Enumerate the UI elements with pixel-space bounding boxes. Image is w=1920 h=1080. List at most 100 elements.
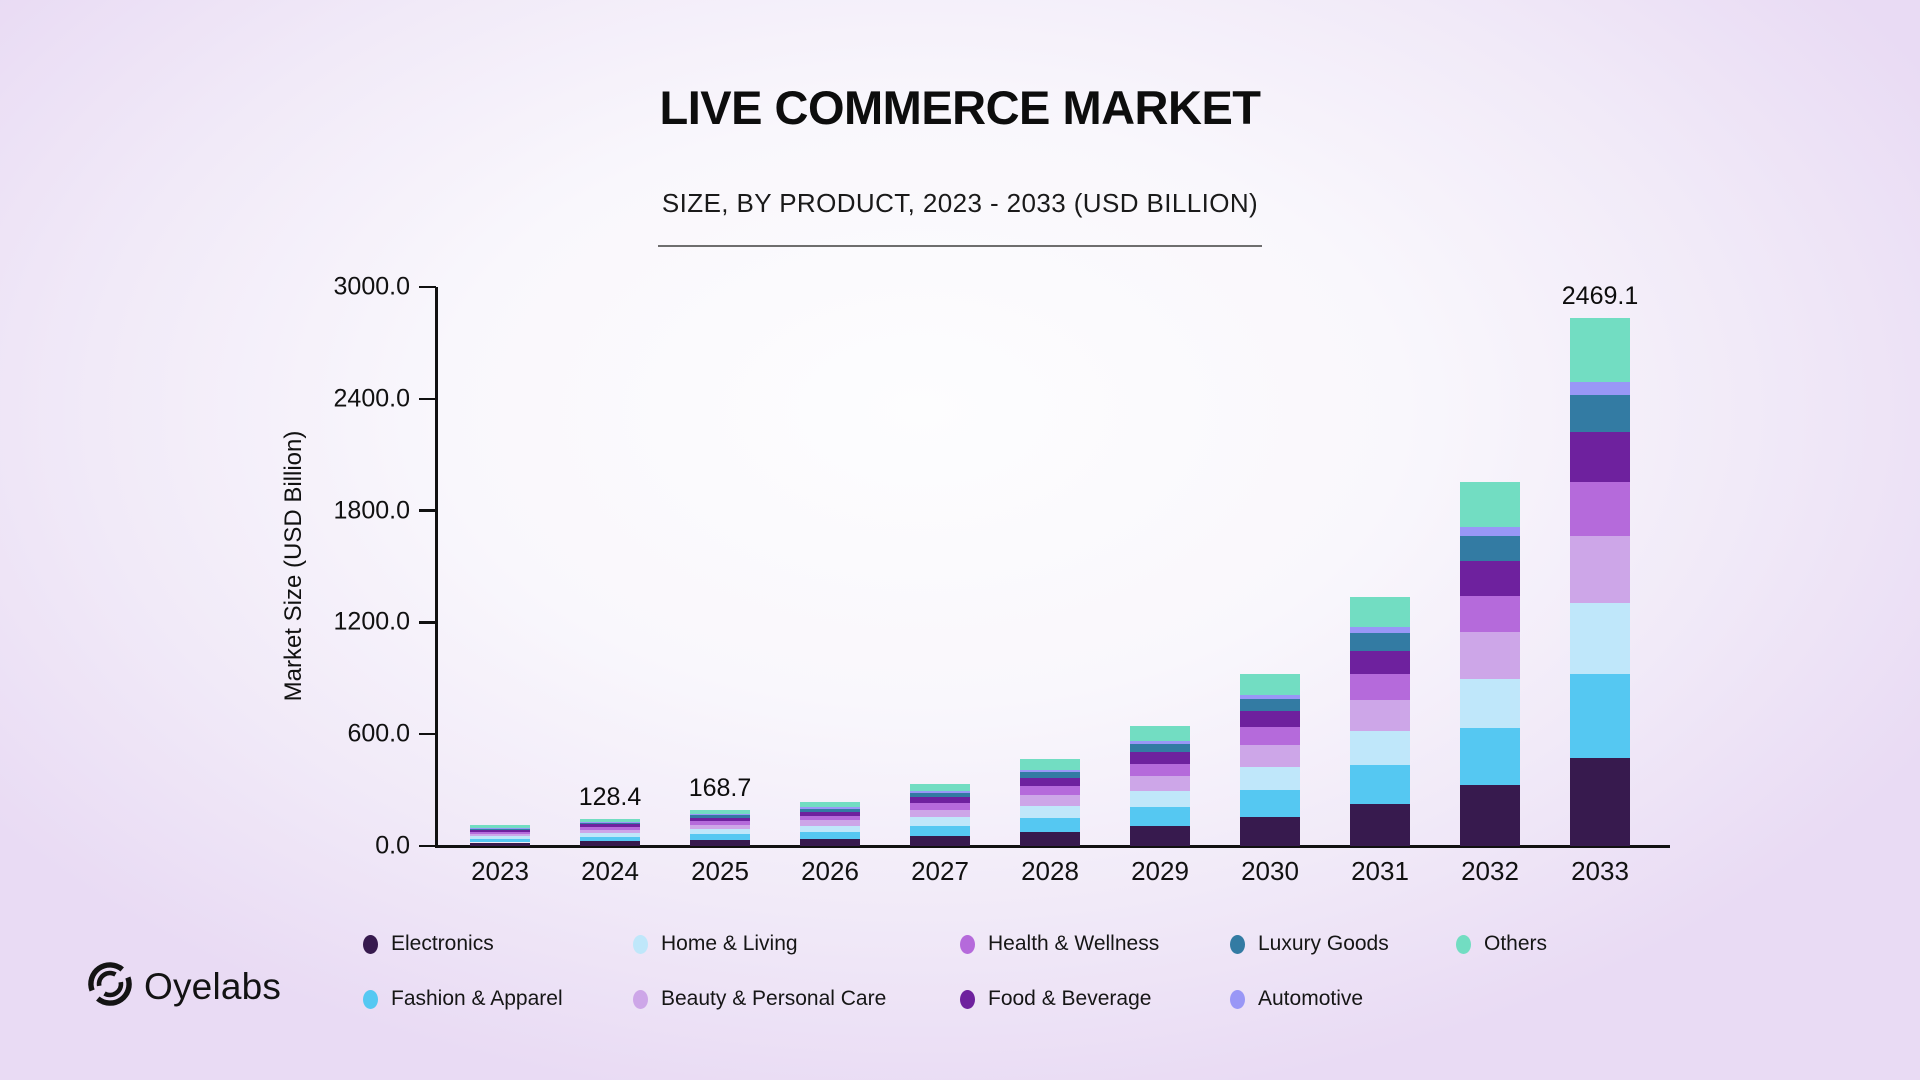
legend-item: Home & Living bbox=[633, 932, 798, 956]
bar-segment-2027 bbox=[910, 803, 970, 810]
legend-item-label: Automotive bbox=[1258, 987, 1364, 1010]
bar-segment-2030 bbox=[1240, 711, 1300, 728]
bar-segment-2028 bbox=[1020, 759, 1080, 770]
bar-segment-2033 bbox=[1570, 674, 1630, 758]
bar-segment-2031 bbox=[1350, 674, 1410, 700]
bar-segment-2032 bbox=[1460, 535, 1520, 562]
bar-segment-2028 bbox=[1020, 795, 1080, 807]
x-axis-label: 2032 bbox=[1461, 856, 1519, 886]
bar-segment-2030 bbox=[1240, 790, 1300, 818]
bar-segment-2027 bbox=[910, 783, 970, 792]
bar-segment-2028 bbox=[1020, 786, 1080, 796]
y-tick-mark bbox=[419, 397, 436, 401]
bar-segment-2025 bbox=[690, 815, 750, 818]
legend-item: Automotive bbox=[1230, 987, 1363, 1011]
y-tick-label: 1200.0 bbox=[333, 607, 410, 636]
bar-segment-2025 bbox=[690, 839, 750, 846]
bar-segment-2031 bbox=[1350, 627, 1410, 634]
bar-segment-2029 bbox=[1130, 775, 1190, 791]
bar-segment-2025 bbox=[690, 829, 750, 835]
bar-segment-2032 bbox=[1460, 526, 1520, 536]
x-axis-label: 2033 bbox=[1571, 856, 1629, 886]
legend-item-label: Health & Wellness bbox=[988, 932, 1160, 955]
page-title: LIVE COMMERCE MARKET bbox=[659, 81, 1262, 134]
x-axis-line bbox=[435, 845, 1670, 848]
bar-segment-2032 bbox=[1460, 632, 1520, 679]
x-axis-label: 2031 bbox=[1351, 856, 1409, 886]
legend-item: Luxury Goods bbox=[1230, 932, 1389, 956]
y-tick-mark bbox=[419, 732, 436, 736]
bar-segment-2025 bbox=[690, 824, 750, 830]
bar-total-label: 2469.1 bbox=[1561, 281, 1639, 310]
bar-segment-2028 bbox=[1020, 806, 1080, 818]
x-axis-label: 2024 bbox=[581, 856, 639, 886]
page-subtitle: SIZE, BY PRODUCT, 2023 - 2033 (USD BILLI… bbox=[661, 188, 1259, 218]
bar-segment-2031 bbox=[1350, 731, 1410, 765]
legend-color-dot bbox=[1230, 934, 1245, 954]
bar-segment-2024 bbox=[580, 841, 640, 846]
bar-segment-2023 bbox=[470, 827, 530, 829]
bar-segment-2029 bbox=[1130, 763, 1190, 776]
y-tick-mark bbox=[419, 285, 436, 289]
bar-segment-2023 bbox=[470, 831, 530, 834]
legend-item: Food & Beverage bbox=[960, 987, 1151, 1011]
bar-segment-2029 bbox=[1130, 752, 1190, 764]
bar-segment-2030 bbox=[1240, 727, 1300, 745]
legend-color-dot bbox=[633, 989, 648, 1009]
bar-segment-2027 bbox=[910, 793, 970, 798]
legend-item: Fashion & Apparel bbox=[363, 987, 563, 1011]
y-tick-label: 1800.0 bbox=[333, 496, 410, 525]
x-axis-label: 2028 bbox=[1021, 856, 1079, 886]
bar-segment-2031 bbox=[1350, 650, 1410, 675]
x-axis-label: 2026 bbox=[801, 856, 859, 886]
bar-segment-2026 bbox=[800, 815, 860, 821]
bar-segment-2026 bbox=[800, 811, 860, 816]
bar-segment-2033 bbox=[1570, 757, 1630, 846]
bar-segment-2027 bbox=[910, 817, 970, 826]
bar-segment-2028 bbox=[1020, 831, 1080, 846]
bar-segment-2030 bbox=[1240, 766, 1300, 790]
legend-item-label: Beauty & Personal Care bbox=[661, 987, 887, 1010]
bar-segment-2030 bbox=[1240, 744, 1300, 767]
bar-segment-2033 bbox=[1570, 382, 1630, 396]
bar-segment-2027 bbox=[910, 835, 970, 846]
legend-item-label: Home & Living bbox=[661, 932, 798, 955]
bar-segment-2024 bbox=[580, 827, 640, 830]
legend-color-dot bbox=[363, 989, 378, 1009]
legend-item: Beauty & Personal Care bbox=[633, 987, 886, 1011]
bar-segment-2033 bbox=[1570, 602, 1630, 675]
legend-item-label: Food & Beverage bbox=[988, 987, 1152, 1010]
bar-segment-2025 bbox=[690, 809, 750, 815]
bar-segment-2026 bbox=[800, 825, 860, 832]
bar-segment-2031 bbox=[1350, 596, 1410, 628]
brand-logo-text: Oyelabs bbox=[144, 965, 282, 1007]
bar-segment-2023 bbox=[470, 842, 530, 846]
bar-segment-2027 bbox=[910, 791, 970, 794]
bar-segment-2033 bbox=[1570, 535, 1630, 603]
bar-segment-2029 bbox=[1130, 740, 1190, 744]
bar-segment-2032 bbox=[1460, 595, 1520, 633]
bar-segment-2033 bbox=[1570, 432, 1630, 483]
bar-segment-2031 bbox=[1350, 699, 1410, 732]
bar-segment-2025 bbox=[690, 834, 750, 840]
bar-segment-2023 bbox=[470, 836, 530, 840]
bar-segment-2026 bbox=[800, 831, 860, 839]
legend-item-label: Fashion & Apparel bbox=[391, 987, 563, 1010]
x-axis-label: 2029 bbox=[1131, 856, 1189, 886]
bar-segment-2028 bbox=[1020, 772, 1080, 779]
legend-color-dot bbox=[1230, 989, 1245, 1009]
bar-segment-2030 bbox=[1240, 817, 1300, 846]
bar-segment-2033 bbox=[1570, 482, 1630, 536]
bar-segment-2024 bbox=[580, 822, 640, 825]
bar-total-label: 128.4 bbox=[578, 782, 642, 811]
bar-segment-2030 bbox=[1240, 694, 1300, 700]
legend-item: Others bbox=[1456, 932, 1547, 956]
legend-color-dot bbox=[1456, 934, 1471, 954]
bar-segment-2023 bbox=[470, 828, 530, 830]
oyelabs-logo-icon bbox=[86, 960, 134, 1013]
bar-segment-2024 bbox=[580, 824, 640, 828]
bar-segment-2026 bbox=[800, 820, 860, 826]
x-axis-label: 2025 bbox=[691, 856, 749, 886]
bar-segment-2029 bbox=[1130, 743, 1190, 753]
bar-segment-2027 bbox=[910, 809, 970, 818]
